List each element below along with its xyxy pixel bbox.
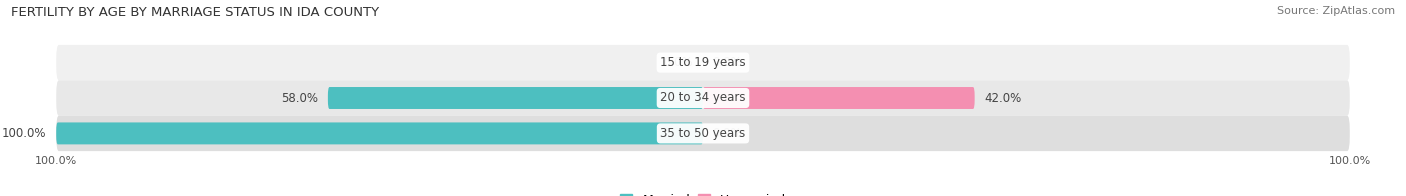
- Text: 35 to 50 years: 35 to 50 years: [661, 127, 745, 140]
- Text: FERTILITY BY AGE BY MARRIAGE STATUS IN IDA COUNTY: FERTILITY BY AGE BY MARRIAGE STATUS IN I…: [11, 6, 380, 19]
- Text: 0.0%: 0.0%: [664, 56, 693, 69]
- FancyBboxPatch shape: [328, 87, 703, 109]
- Text: 15 to 19 years: 15 to 19 years: [661, 56, 745, 69]
- Text: 0.0%: 0.0%: [713, 127, 742, 140]
- FancyBboxPatch shape: [703, 87, 974, 109]
- Text: Source: ZipAtlas.com: Source: ZipAtlas.com: [1277, 6, 1395, 16]
- FancyBboxPatch shape: [56, 45, 1350, 80]
- Text: 100.0%: 100.0%: [1, 127, 46, 140]
- Legend: Married, Unmarried: Married, Unmarried: [620, 194, 786, 196]
- FancyBboxPatch shape: [56, 80, 1350, 116]
- Text: 42.0%: 42.0%: [984, 92, 1022, 104]
- Text: 0.0%: 0.0%: [713, 56, 742, 69]
- FancyBboxPatch shape: [56, 122, 703, 144]
- Text: 58.0%: 58.0%: [281, 92, 318, 104]
- Text: 20 to 34 years: 20 to 34 years: [661, 92, 745, 104]
- FancyBboxPatch shape: [56, 116, 1350, 151]
